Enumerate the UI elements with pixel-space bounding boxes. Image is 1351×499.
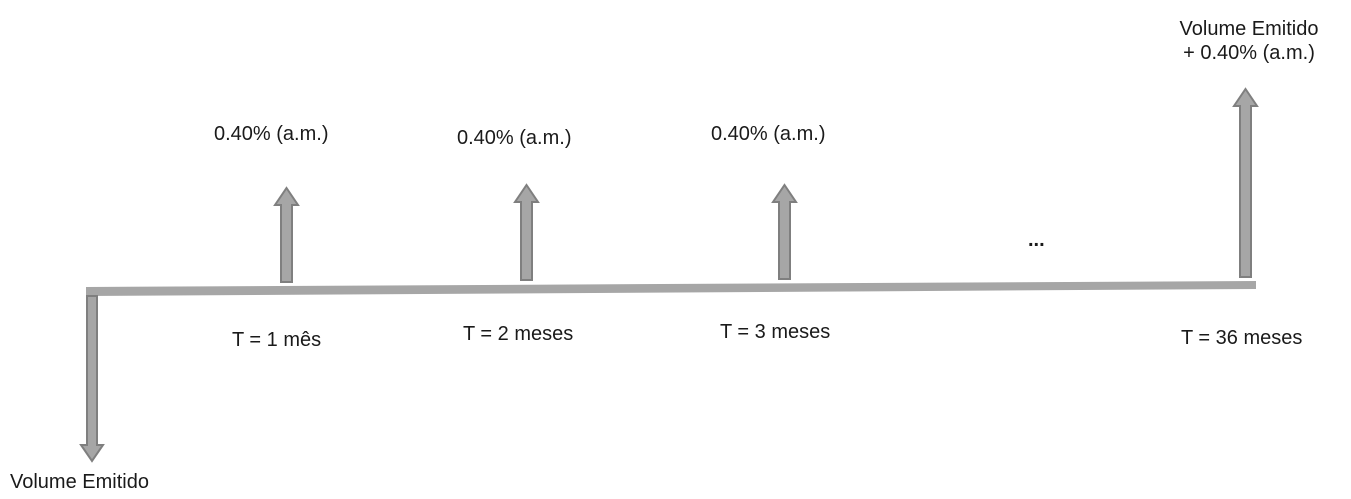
coupon-arrow-2 [513, 183, 540, 281]
time-label-final: T = 36 meses [1181, 327, 1303, 349]
coupon-label-2: 0.40% (a.m.) [457, 127, 572, 149]
time-label-3: T = 3 meses [720, 321, 831, 343]
outflow-label: Volume Emitido [10, 471, 149, 493]
coupon-arrow-3 [771, 183, 798, 280]
coupon-label-1: 0.40% (a.m.) [214, 123, 329, 145]
outflow-arrow [79, 295, 105, 463]
coupon-arrow-1 [273, 186, 300, 283]
coupon-label-3: 0.40% (a.m.) [711, 123, 826, 145]
time-label-1: T = 1 mês [232, 329, 322, 351]
final-label-line2: + 0.40% (a.m.) [1183, 42, 1315, 64]
timeline-bar [86, 281, 1256, 296]
time-label-2: T = 2 meses [463, 323, 574, 345]
final-label-line1: Volume Emitido [1179, 18, 1319, 40]
ellipsis-marker: ... [1028, 229, 1045, 251]
final-arrow [1232, 87, 1259, 278]
